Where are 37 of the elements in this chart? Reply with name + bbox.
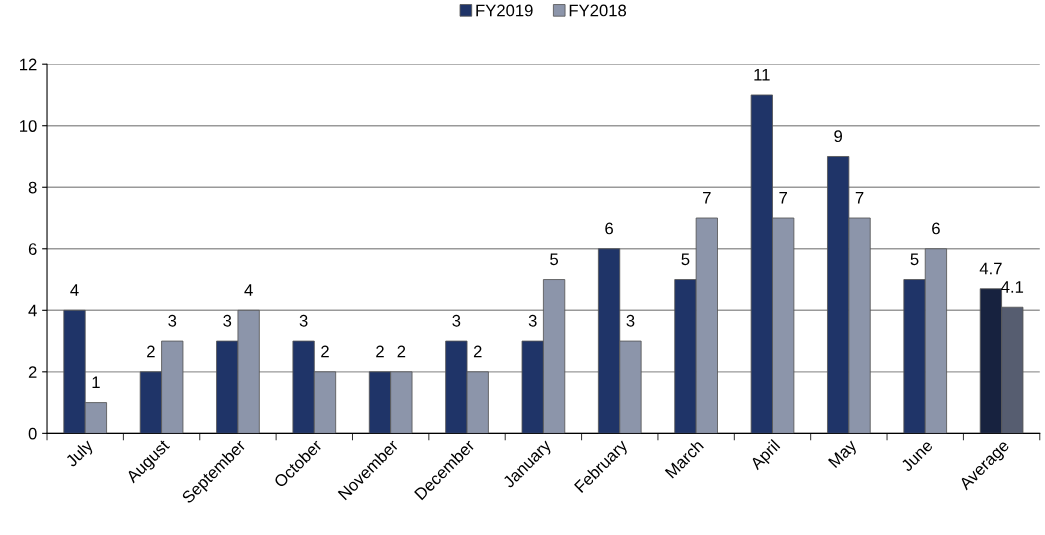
x-tick-label: May	[828, 438, 860, 471]
data-label: 4	[70, 284, 79, 296]
data-label: 5	[681, 253, 690, 266]
data-label: 4.1	[1001, 281, 1024, 293]
data-label: 2	[397, 345, 406, 358]
data-label: 4.7	[979, 262, 1002, 275]
legend-label: FY2018	[569, 4, 627, 17]
y-tick-label: 8	[28, 181, 37, 194]
data-label: 9	[834, 130, 843, 143]
data-label: 11	[754, 68, 770, 81]
data-label: 6	[932, 222, 940, 235]
data-label: 3	[626, 314, 635, 327]
y-tick-label: 4	[28, 304, 37, 317]
data-label: 3	[299, 314, 308, 327]
data-label: 4	[244, 284, 253, 296]
data-label: 3	[168, 314, 177, 327]
data-label: 5	[550, 253, 559, 266]
data-label: 3	[452, 314, 461, 327]
data-label: 7	[703, 191, 711, 204]
legend-label: FY2019	[476, 4, 533, 17]
y-tick-label: 6	[28, 243, 37, 255]
data-label: 2	[376, 345, 384, 358]
data-label: 2	[321, 345, 329, 358]
data-label: 2	[147, 345, 155, 358]
y-tick-label: 2	[28, 366, 37, 378]
data-label: 7	[779, 191, 787, 204]
x-tick-label: July	[64, 438, 97, 470]
y-tick-label: 10	[20, 120, 37, 132]
data-label: 3	[223, 314, 232, 327]
y-tick-label: 12	[20, 58, 37, 71]
data-label: 2	[473, 345, 482, 358]
y-tick-label: 0	[28, 427, 37, 440]
data-label: 5	[910, 253, 919, 266]
data-label: 6	[605, 222, 613, 235]
data-label: 3	[528, 314, 537, 327]
data-label: 1	[92, 376, 100, 389]
data-label: 7	[855, 191, 864, 204]
